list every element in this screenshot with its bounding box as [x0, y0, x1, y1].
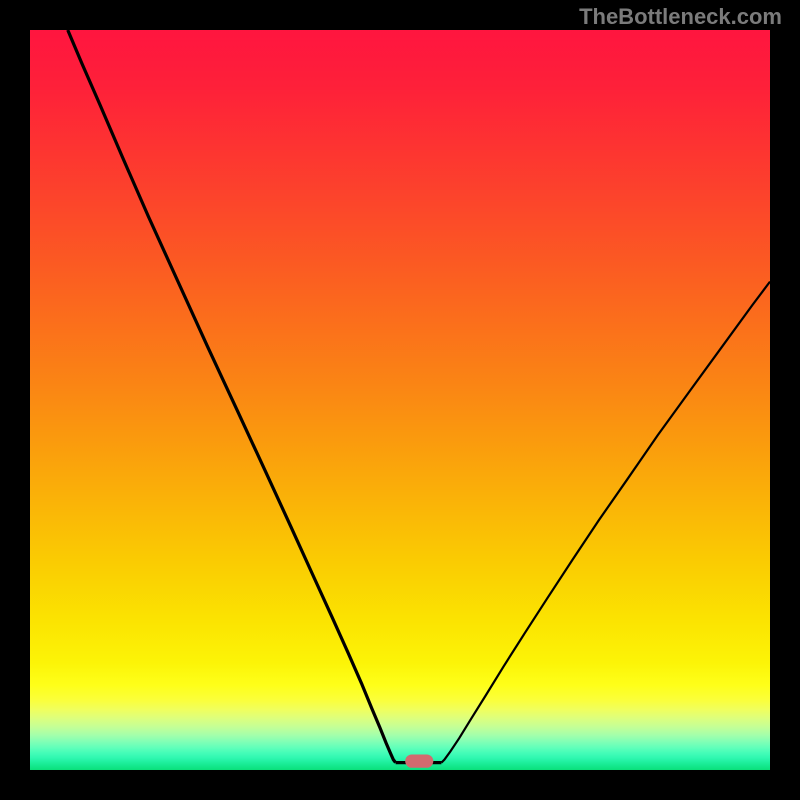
bottleneck-marker: [405, 754, 433, 767]
chart-svg: [30, 30, 770, 770]
plot-area: [30, 30, 770, 770]
chart-outer: TheBottleneck.com: [0, 0, 800, 800]
watermark-text: TheBottleneck.com: [579, 4, 782, 30]
gradient-background: [30, 30, 770, 770]
